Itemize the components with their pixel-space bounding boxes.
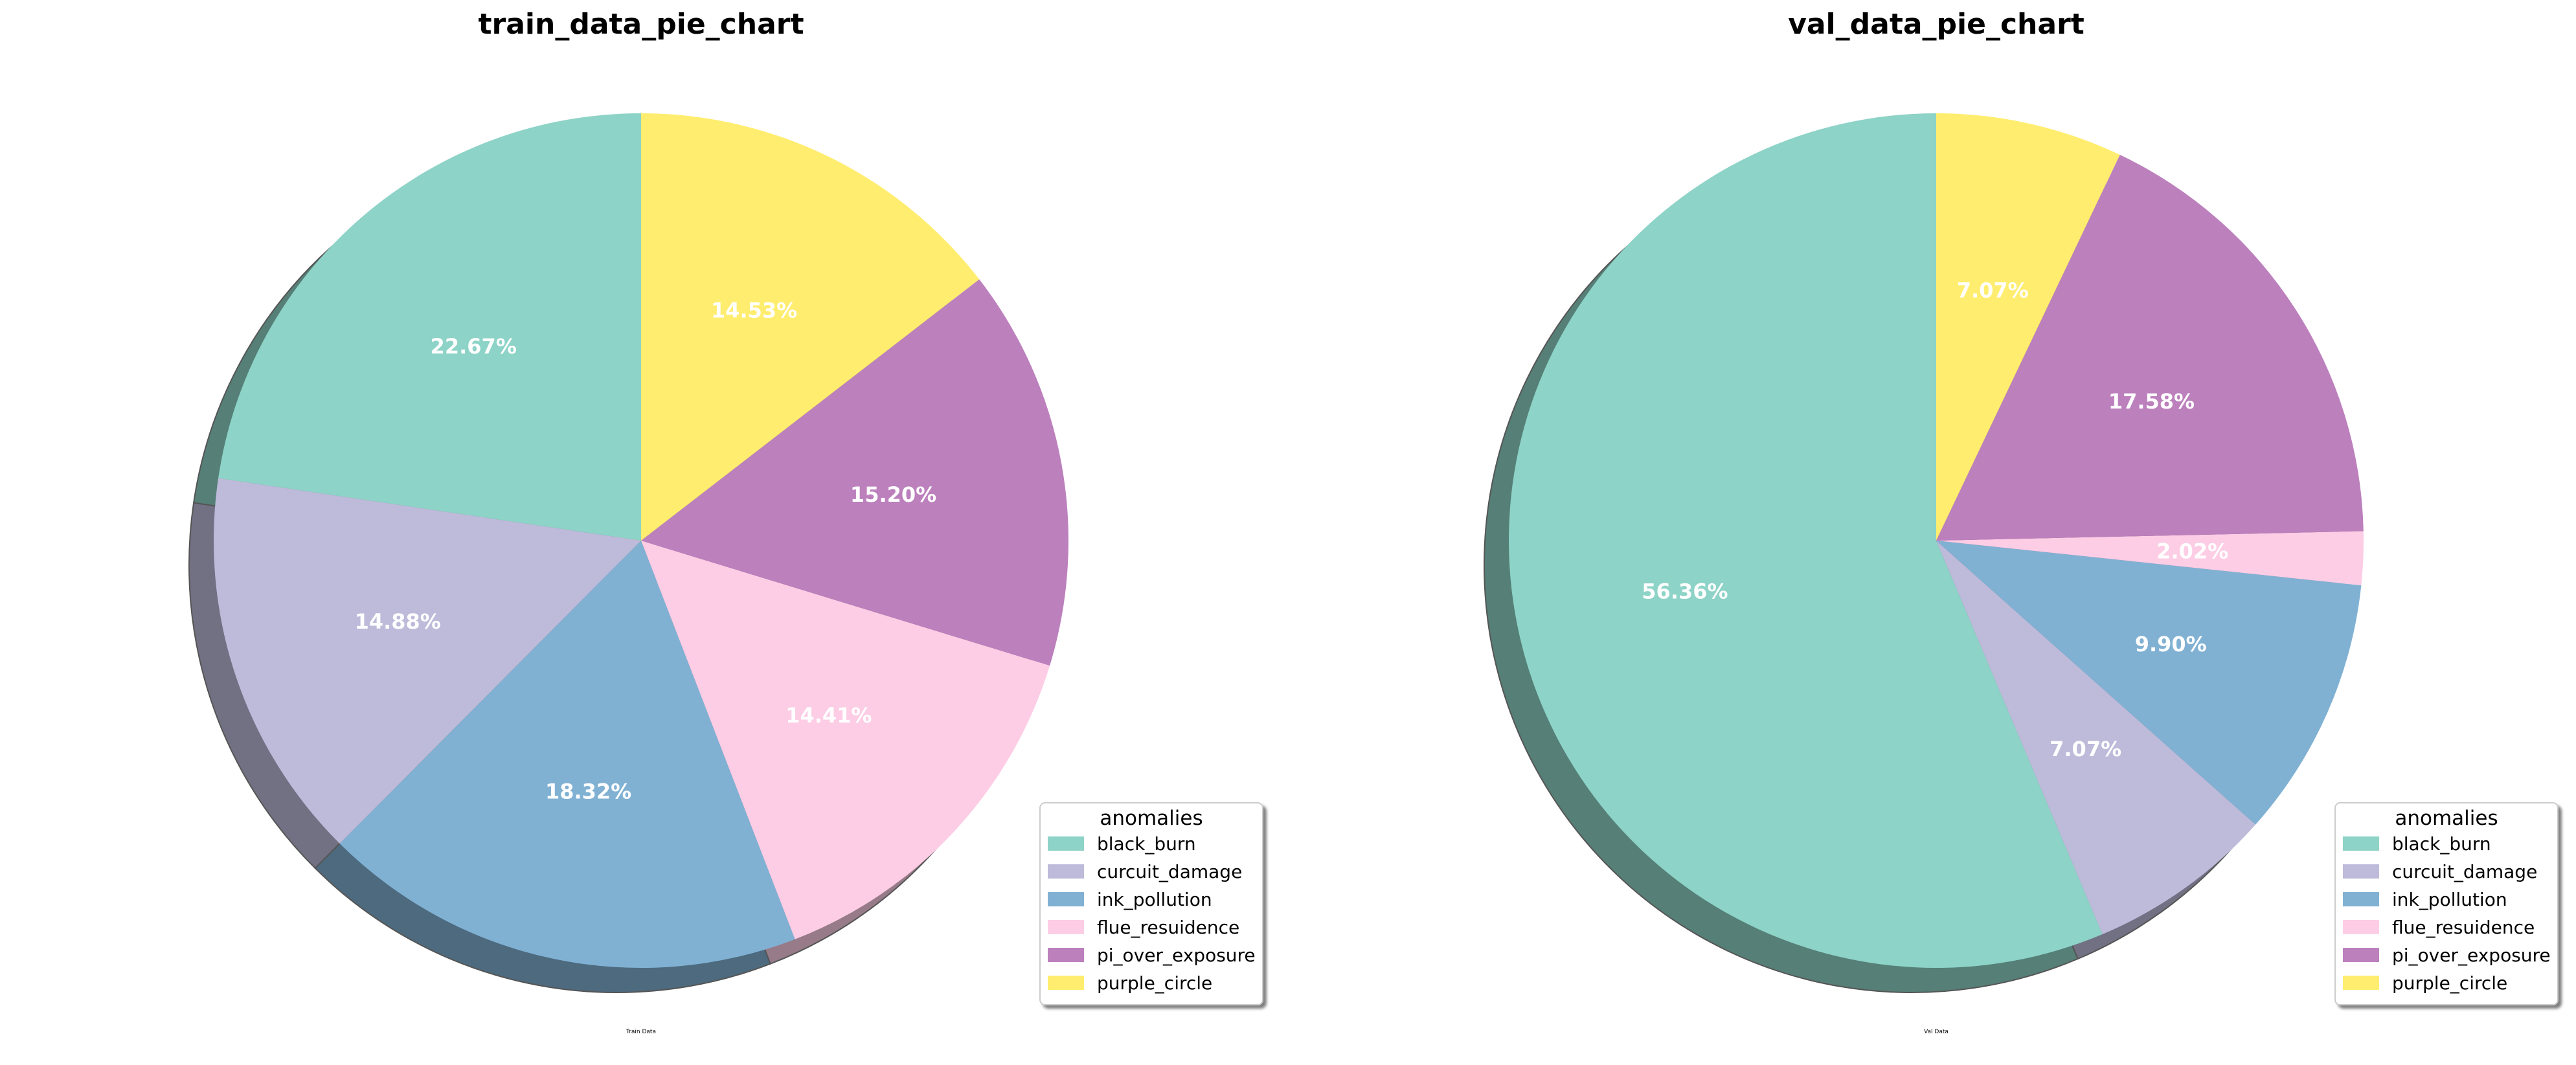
pie-slice-ink_pollution — [1936, 541, 2362, 825]
pie-slice-ink_pollution — [339, 541, 795, 969]
legend-entry-label: curcuit_damage — [1097, 861, 1242, 882]
legend-entry-label: black_burn — [2392, 833, 2491, 855]
legend-title: anomalies — [2395, 807, 2498, 830]
slice-value-label: 17.58% — [2108, 389, 2195, 414]
legend-entry-label: purple_circle — [1097, 972, 1212, 994]
pie-slice-pi_over_exposure — [641, 279, 1069, 666]
legend-box — [1039, 802, 1263, 1005]
slice-value-label: 22.67% — [431, 334, 517, 359]
legend-swatch — [2343, 836, 2379, 851]
legend-entry-label: ink_pollution — [2392, 889, 2507, 910]
legend-swatch — [2343, 976, 2379, 990]
pie-slice-black_burn — [218, 113, 641, 541]
legend-swatch — [2343, 864, 2379, 879]
pie-slice-purple_circle — [1936, 113, 2120, 541]
pie-slice-black_burn — [1508, 113, 2103, 969]
chart-title: train_data_pie_chart — [479, 8, 804, 41]
legend-entry-label: curcuit_damage — [2392, 861, 2537, 882]
slice-value-label: 56.36% — [1642, 579, 1728, 604]
legend-swatch — [1048, 976, 1084, 990]
legend-entry-label: pi_over_exposure — [1097, 945, 1256, 966]
legend-box — [2334, 802, 2559, 1005]
pie-chart-0: train_data_pie_chart 22.67% 14.88% 18.32% 14… — [188, 8, 1263, 1035]
slice-value-label: 14.41% — [785, 703, 872, 728]
slice-value-label: 14.88% — [355, 609, 441, 634]
slice-value-label: 9.90% — [2135, 632, 2207, 656]
pie-slice-purple_circle — [641, 113, 980, 541]
legend-title: anomalies — [1100, 807, 1203, 830]
legend-entry-label: flue_resuidence — [1097, 917, 1239, 938]
legend-swatch — [2343, 948, 2379, 962]
legend-entry-label: ink_pollution — [1097, 889, 1212, 910]
chart-title: val_data_pie_chart — [1788, 8, 2085, 41]
legend-entry-label: pi_over_exposure — [2392, 945, 2551, 966]
legend-swatch — [2343, 920, 2379, 934]
slice-value-label: 7.07% — [2050, 737, 2121, 761]
slice-value-label: 2.02% — [2156, 539, 2228, 563]
legend-swatch — [1048, 948, 1084, 962]
pie-slice-curcuit_damage — [1936, 541, 2256, 935]
legend-entry-label: flue_resuidence — [2392, 917, 2535, 938]
x-axis-label: Train Data — [626, 1029, 656, 1035]
legend-swatch — [2343, 892, 2379, 906]
slice-value-label: 18.32% — [545, 779, 631, 804]
slice-value-label: 14.53% — [711, 298, 797, 323]
legend-swatch — [1048, 864, 1084, 879]
pie-slice-flue_resuidence — [1936, 531, 2364, 586]
slice-value-label: 7.07% — [1957, 278, 2029, 303]
pie-slice-curcuit_damage — [214, 478, 641, 844]
legend: anomalies black_burn curcuit_damage ink_pol… — [1039, 802, 1263, 1005]
legend-entry-label: purple_circle — [2392, 972, 2507, 994]
legend: anomalies black_burn curcuit_damage ink_pol… — [2334, 802, 2559, 1005]
legend-swatch — [1048, 920, 1084, 934]
pie-slice-flue_resuidence — [641, 541, 1050, 939]
legend-entry-label: black_burn — [1097, 833, 1196, 855]
x-axis-label: Val Data — [1924, 1029, 1949, 1035]
legend-swatch — [1048, 836, 1084, 851]
pie-slice-pi_over_exposure — [1936, 155, 2364, 541]
pie-chart-1: val_data_pie_chart 56.36% 7.07% 9.90% 2.02% 1… — [1484, 8, 2559, 1035]
legend-swatch — [1048, 892, 1084, 906]
slice-value-label: 15.20% — [850, 482, 936, 507]
